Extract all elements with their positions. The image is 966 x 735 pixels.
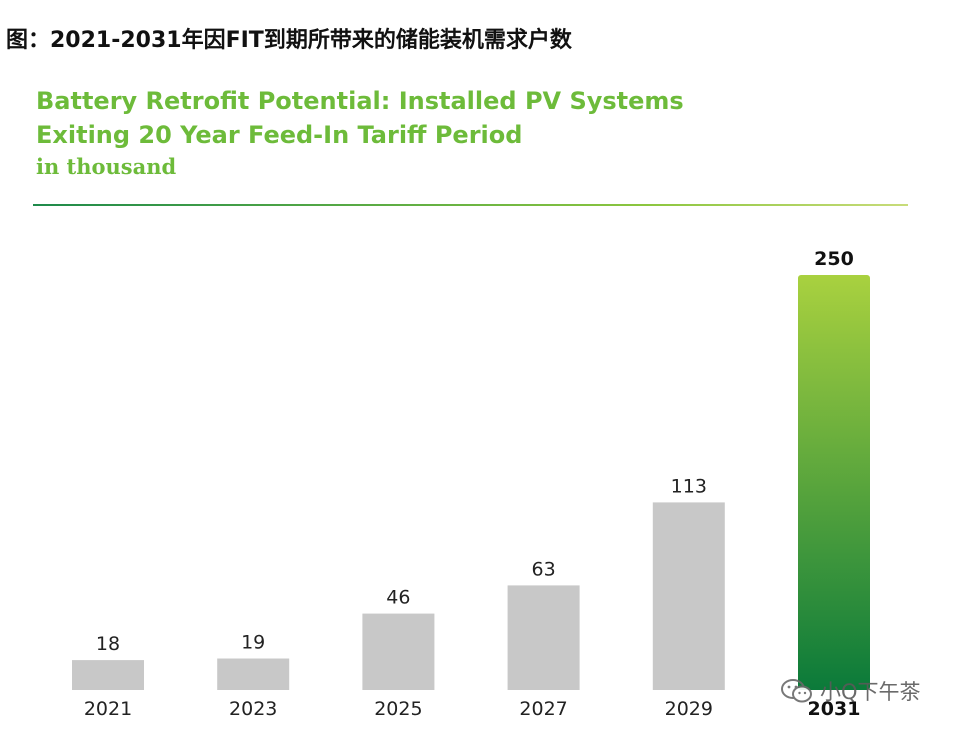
bar-2027: [507, 585, 580, 690]
x-tick-2027: 2027: [519, 698, 567, 720]
bar-2021: [72, 660, 144, 690]
value-label-2031: 250: [814, 248, 854, 270]
chart-title-line-2: Exiting 20 Year Feed-In Tariff Period: [36, 121, 523, 149]
x-tick-2029: 2029: [665, 698, 713, 720]
value-label-2023: 19: [241, 632, 265, 654]
figure-caption: 图：2021-2031年因FIT到期所带来的储能装机需求户数: [6, 28, 572, 53]
title-divider: [33, 204, 908, 206]
watermark-text: 小Q下午茶: [820, 680, 921, 704]
x-tick-2023: 2023: [229, 698, 277, 720]
x-tick-2021: 2021: [84, 698, 132, 720]
bar-2023: [217, 658, 290, 690]
value-label-2029: 113: [671, 475, 707, 497]
x-tick-2031: 2031: [808, 698, 861, 720]
bars-layer: [72, 275, 870, 690]
value-label-2025: 46: [386, 587, 410, 609]
chart-title-line-1: Battery Retrofit Potential: Installed PV…: [36, 87, 684, 115]
value-label-2027: 63: [532, 558, 556, 580]
bar-2031: [798, 275, 870, 690]
x-tick-2025: 2025: [374, 698, 422, 720]
value-label-2021: 18: [96, 633, 120, 655]
bar-2025: [362, 613, 435, 690]
bar-2029: [652, 502, 725, 690]
chart-title: Battery Retrofit Potential: Installed PV…: [36, 84, 684, 152]
value-labels-layer: 18 19 46 63 113 250: [96, 248, 854, 655]
x-tick-labels-layer: 2021 2023 2025 2027 2029 2031: [84, 698, 861, 720]
watermark: 小Q下午茶: [780, 676, 921, 706]
chart-subtitle: in thousand: [36, 154, 177, 179]
wechat-icon: [781, 679, 812, 703]
